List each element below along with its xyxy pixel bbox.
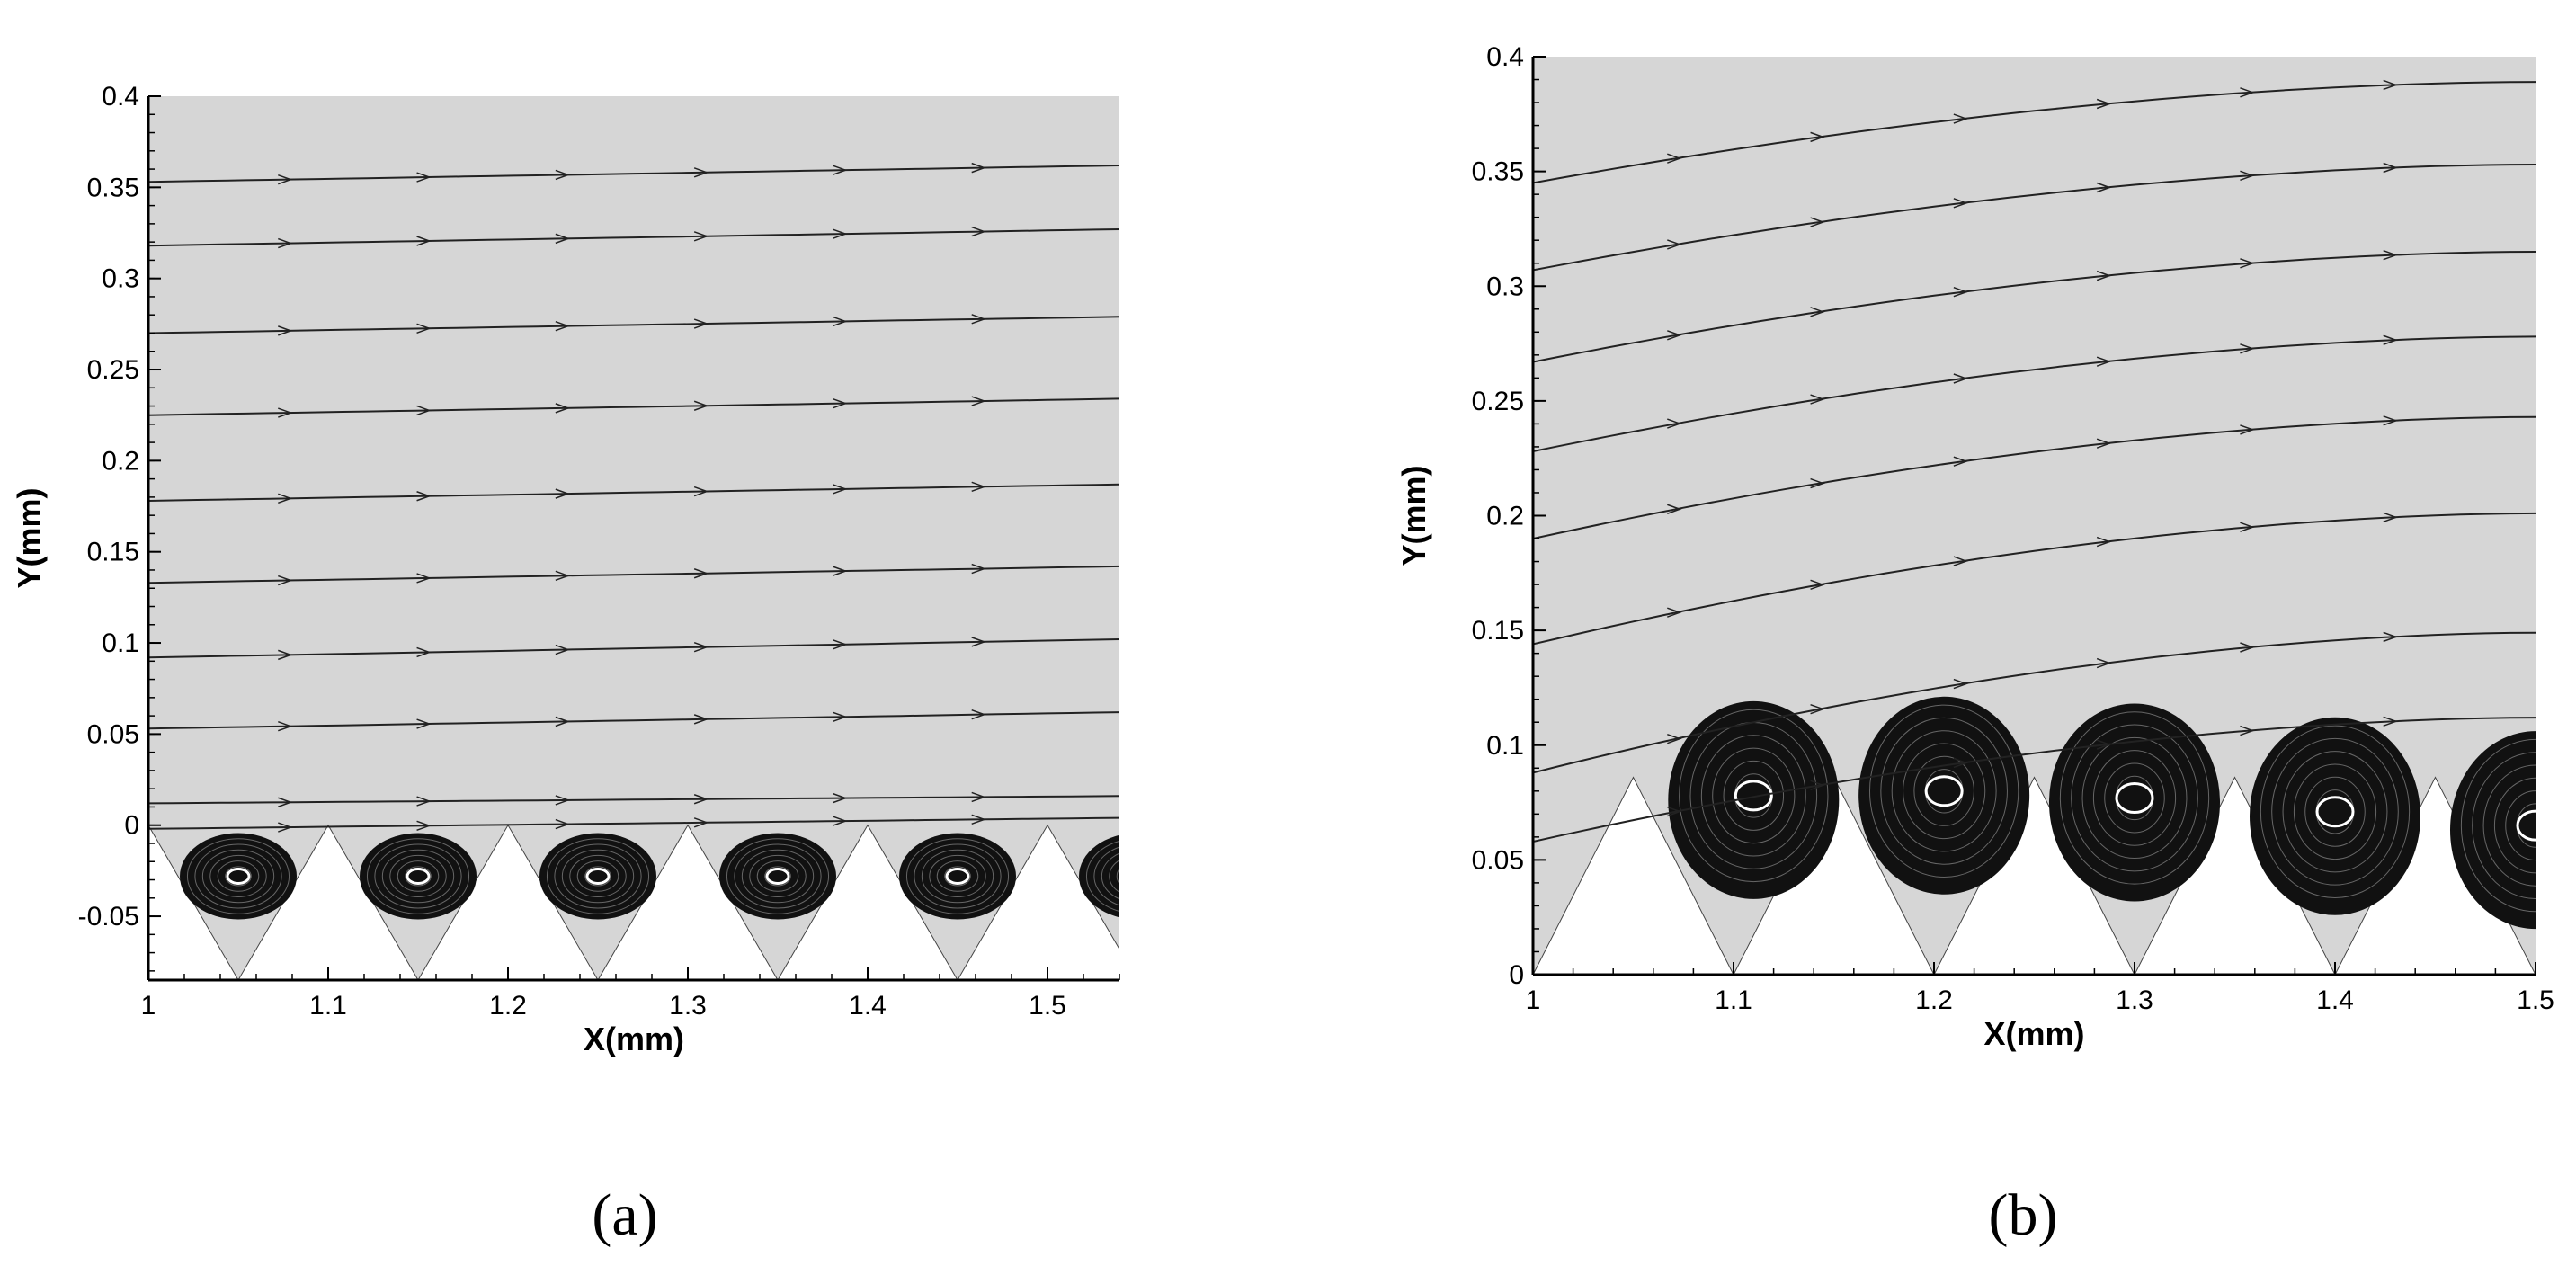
x-tick-label: 1.5	[1029, 991, 1066, 1021]
y-tick-label: 0.35	[1472, 157, 1524, 187]
x-axis-label: X(mm)	[584, 1021, 684, 1057]
x-tick-label: 1.4	[2316, 985, 2354, 1015]
y-axis-label: Y(mm)	[1395, 465, 1432, 566]
y-tick-label: 0.3	[1486, 272, 1524, 301]
streamline-10	[148, 814, 1119, 833]
x-tick-label: 1	[141, 991, 156, 1021]
streamline-6	[1533, 512, 2536, 646]
x-tick-label: 1.3	[2116, 985, 2153, 1015]
y-tick-label: 0.2	[1486, 502, 1524, 531]
y-tick-label: 0.4	[1486, 42, 1524, 72]
streamline-7	[148, 637, 1119, 661]
streamline-3	[1533, 249, 2536, 363]
x-tick-label: 1.2	[489, 991, 527, 1021]
y-tick-label: 0	[1509, 960, 1524, 990]
x-axis-label: X(mm)	[1983, 1015, 2084, 1052]
vortex-1	[1668, 700, 1840, 899]
vortex-5	[2450, 731, 2536, 930]
x-tick-label: 1.1	[309, 991, 347, 1021]
streamline-3	[148, 314, 1119, 336]
streamline-1	[1533, 79, 2536, 184]
y-tick-label: 0.05	[87, 719, 139, 749]
streamline-7	[1533, 631, 2536, 774]
streamline-4	[148, 396, 1119, 418]
y-tick-label: 0.25	[1472, 387, 1524, 416]
vortex-3	[2049, 703, 2220, 902]
vortex-3	[539, 833, 656, 920]
y-tick-label: 0	[124, 811, 139, 841]
y-tick-label: 0.1	[1486, 731, 1524, 761]
x-tick-label: 1.5	[2517, 985, 2554, 1015]
y-tick-label: 0.15	[87, 538, 139, 567]
x-tick-label: 1.4	[849, 991, 887, 1021]
streamline-1	[148, 162, 1119, 185]
panel-label-a: (a)	[592, 1182, 657, 1248]
plot-area	[1533, 57, 2536, 975]
x-tick-label: 1.2	[1915, 985, 1953, 1015]
y-tick-label: 0.1	[102, 629, 139, 658]
streamline-8	[1533, 716, 2536, 843]
vortex-2	[1858, 696, 2030, 895]
vortex-4	[2250, 717, 2420, 915]
y-tick-label: 0.25	[87, 355, 139, 385]
vortex-4	[719, 833, 836, 920]
vortex-1	[180, 833, 297, 920]
x-tick-label: 1	[1526, 985, 1541, 1015]
vortex-2	[360, 833, 477, 920]
y-tick-label: 0.15	[1472, 616, 1524, 646]
x-tick-label: 1.1	[1715, 985, 1752, 1015]
x-tick-label: 1.3	[669, 991, 707, 1021]
streamline-5	[148, 481, 1119, 504]
streamline-9	[148, 791, 1119, 807]
y-tick-label: -0.05	[78, 902, 139, 932]
streamline-5	[1533, 415, 2536, 539]
y-axis-label: Y(mm)	[11, 487, 48, 588]
streamline-8	[148, 709, 1119, 732]
streamline-2	[148, 226, 1119, 249]
vortex-6	[1079, 834, 1119, 918]
y-tick-label: 0.35	[87, 173, 139, 202]
plot-area	[148, 96, 1119, 980]
y-tick-label: 0.3	[102, 264, 139, 294]
streamline-2	[1533, 162, 2536, 272]
panel-label-b: (b)	[1989, 1182, 2058, 1248]
streamline-4	[1533, 334, 2536, 452]
vortex-5	[899, 833, 1016, 920]
y-tick-label: 0.05	[1472, 845, 1524, 875]
y-tick-label: 0.4	[102, 82, 139, 111]
panel-a-chart: 1 1.1 1.2 1.3 1.4 1.5 -0.05 0 0.05 0.1 0.15 0.2 0.25…	[11, 82, 1120, 1057]
panel-b-chart: 1 1.1 1.2 1.3 1.4 1.5 0 0.05 0.1 0.15 0.2 0.25 0.3 0.…	[1395, 42, 2554, 1052]
streamline-6	[148, 563, 1119, 586]
y-tick-label: 0.2	[102, 446, 139, 476]
